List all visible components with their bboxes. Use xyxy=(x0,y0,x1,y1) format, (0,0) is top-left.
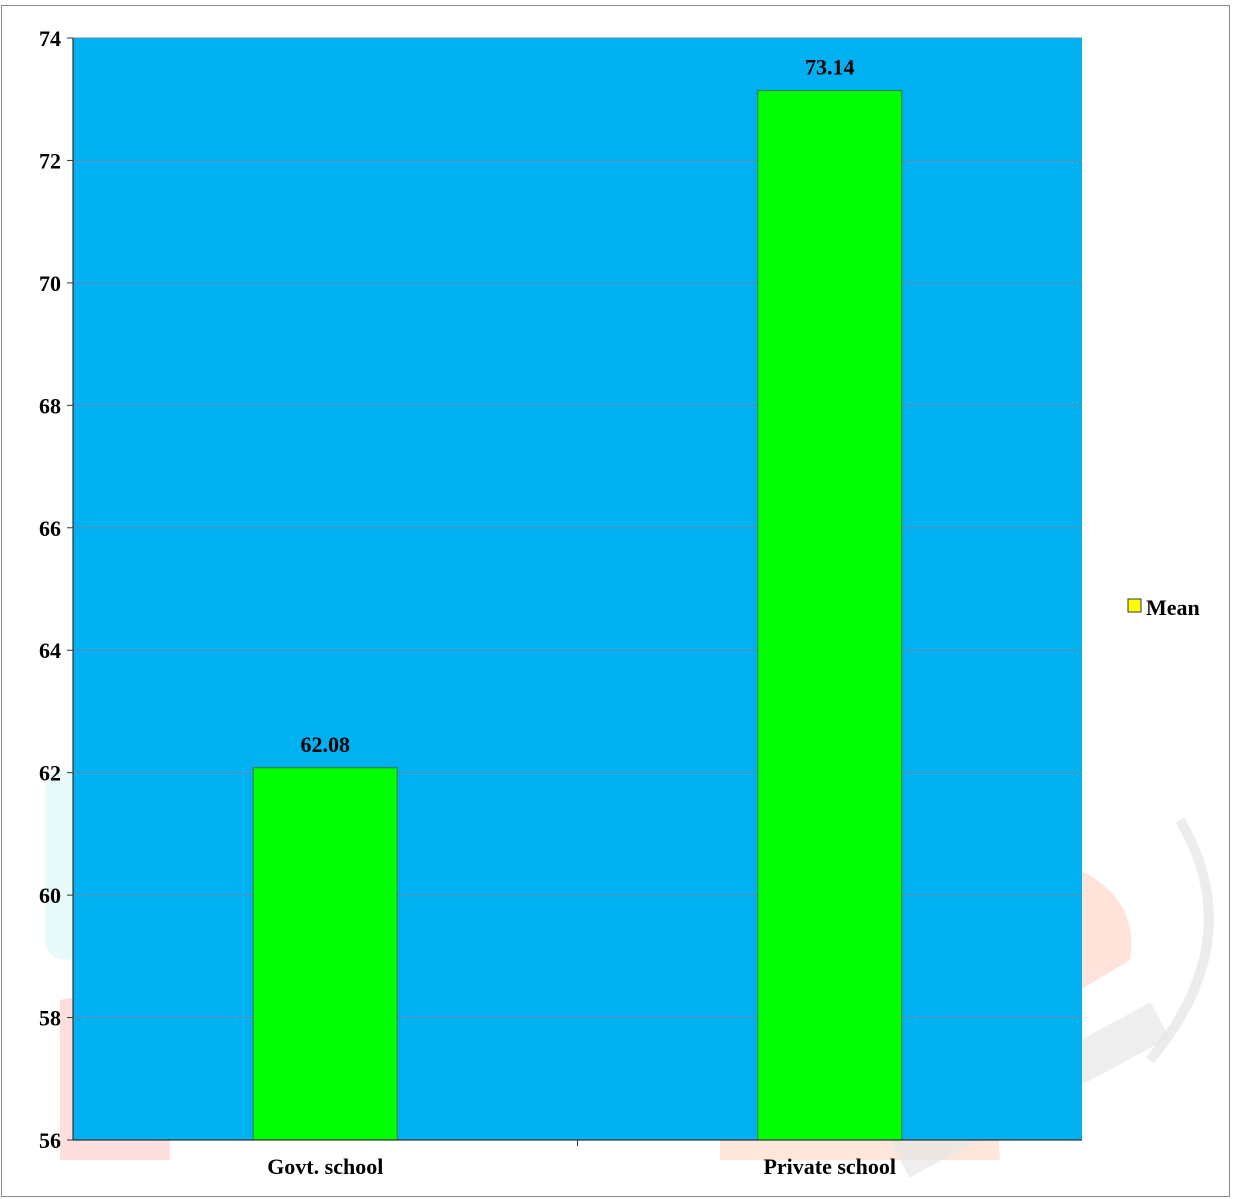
legend-label: Mean xyxy=(1146,595,1200,620)
bar xyxy=(757,90,903,1141)
bar xyxy=(252,767,398,1141)
y-tick-label: 72 xyxy=(39,148,61,173)
y-tick-label: 58 xyxy=(39,1006,61,1031)
data-label: 62.08 xyxy=(301,732,351,757)
plot-area xyxy=(73,38,1082,1140)
legend: Mean xyxy=(1127,595,1200,620)
y-tick-label: 64 xyxy=(39,638,61,663)
y-tick-label: 56 xyxy=(39,1128,61,1153)
y-tick-label: 68 xyxy=(39,393,61,418)
y-tick-label: 60 xyxy=(39,883,61,908)
x-tick-label: Govt. school xyxy=(267,1154,383,1179)
y-tick-label: 70 xyxy=(39,271,61,296)
axes: 56 58 60 62 64 66 68 70 72 74 Govt. school Private … xyxy=(39,26,1082,1179)
y-tick-label: 62 xyxy=(39,761,61,786)
legend-marker xyxy=(1127,598,1142,613)
gridlines xyxy=(73,37,1082,1019)
y-tick-label: 66 xyxy=(39,516,61,541)
y-tick-label: 74 xyxy=(39,26,61,51)
x-tick-label: Private school xyxy=(763,1154,896,1179)
data-label: 73.14 xyxy=(805,55,855,80)
bars: 62.08 73.14 xyxy=(252,55,903,1141)
